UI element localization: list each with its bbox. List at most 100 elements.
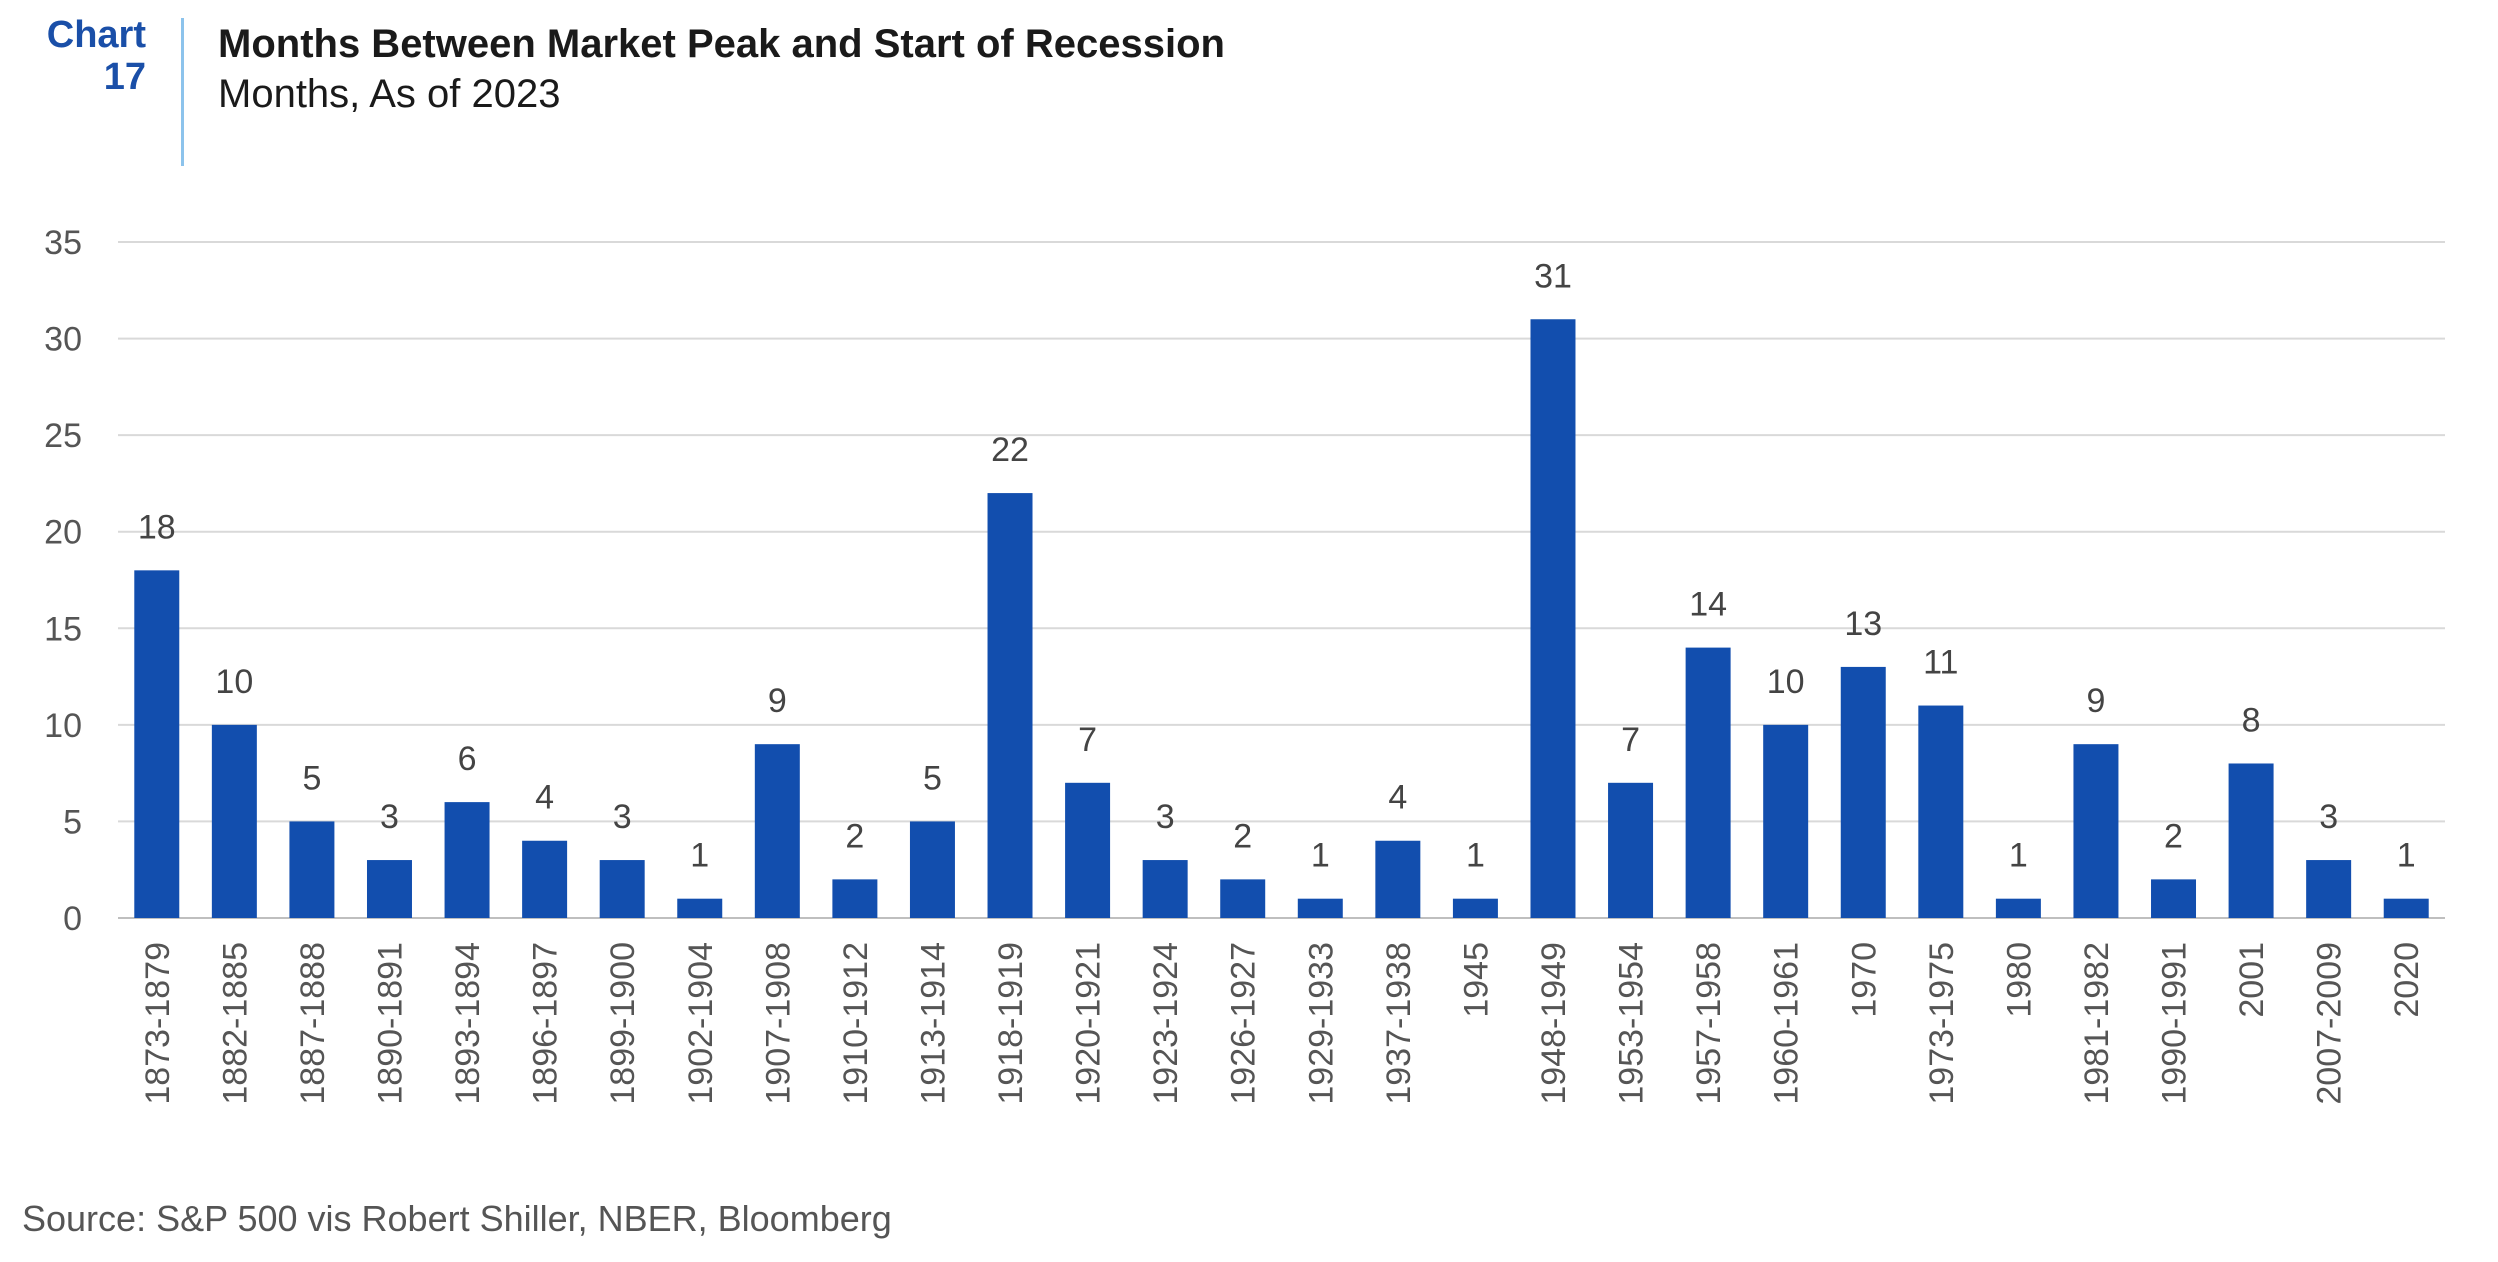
data-label: 3	[1156, 798, 1175, 836]
y-tick-label: 0	[63, 900, 82, 938]
bar	[289, 821, 335, 918]
bar	[1530, 319, 1576, 918]
data-label: 7	[1621, 721, 1640, 759]
bar	[1685, 647, 1731, 918]
bar	[1065, 782, 1111, 918]
x-tick-label: 1913-1914	[914, 942, 952, 1105]
x-tick-label: 1887-1888	[294, 942, 332, 1105]
x-tick-label: 1970	[1845, 942, 1883, 1018]
bar	[1608, 782, 1654, 918]
bar	[754, 744, 800, 918]
x-tick-label: 1948-1949	[1535, 942, 1573, 1105]
data-label: 10	[1767, 663, 1805, 701]
y-tick-label: 5	[63, 803, 82, 841]
data-label: 2	[1233, 817, 1252, 855]
data-label: 1	[690, 837, 709, 875]
y-tick-label: 10	[44, 707, 82, 745]
x-tick-label: 1980	[2000, 942, 2038, 1018]
data-label: 1	[1466, 837, 1485, 875]
chart-title: Months Between Market Peak and Start of …	[218, 22, 1225, 66]
bar	[1918, 705, 1964, 918]
data-label: 11	[1923, 644, 1958, 682]
bar	[134, 570, 180, 918]
x-tick-label: 1957-1958	[1690, 942, 1728, 1105]
chart-tag-word: Chart	[46, 14, 146, 56]
data-label: 1	[1311, 837, 1330, 875]
x-tick-label: 1896-1897	[527, 942, 565, 1105]
x-tick-label: 2007-2009	[2311, 942, 2349, 1105]
x-tick-label: 1973-1975	[1923, 942, 1961, 1105]
x-tick-label: 1926-1927	[1225, 942, 1263, 1105]
x-tick-label: 2001	[2233, 942, 2271, 1018]
x-tick-label: 1910-1912	[837, 942, 875, 1105]
bar	[2383, 898, 2429, 918]
bar	[832, 879, 878, 918]
chart-subtitle: Months, As of 2023	[218, 72, 561, 116]
data-label: 18	[138, 508, 176, 546]
bar	[987, 493, 1033, 918]
x-tick-label: 1890-1891	[371, 942, 409, 1105]
x-tick-label: 1882-1885	[216, 942, 254, 1105]
y-tick-label: 30	[44, 321, 82, 359]
bar	[2073, 744, 2119, 918]
data-label: 1	[2397, 837, 2416, 875]
data-label: 31	[1534, 257, 1572, 295]
x-tick-label: 1990-1991	[2156, 942, 2194, 1105]
bar	[677, 898, 723, 918]
data-label: 3	[380, 798, 399, 836]
data-label: 5	[302, 759, 321, 797]
data-label: 13	[1844, 605, 1882, 643]
y-tick-label: 20	[44, 514, 82, 552]
header-divider	[181, 18, 184, 166]
chart-number-tag: Chart 17	[0, 14, 146, 98]
x-tick-label: 1945	[1457, 942, 1495, 1018]
bar	[444, 802, 490, 918]
bar	[2151, 879, 2197, 918]
data-label: 4	[535, 779, 554, 817]
bar	[1763, 724, 1809, 918]
bar	[1297, 898, 1343, 918]
bar	[1142, 860, 1188, 918]
bar	[366, 860, 412, 918]
y-tick-label: 15	[44, 610, 82, 648]
x-tick-label: 1960-1961	[1768, 942, 1806, 1105]
x-tick-label: 1920-1921	[1070, 942, 1108, 1105]
data-label: 3	[2319, 798, 2338, 836]
bar	[2306, 860, 2352, 918]
data-label: 8	[2242, 701, 2261, 739]
bar	[522, 840, 568, 918]
data-label: 2	[2164, 817, 2183, 855]
data-label: 7	[1078, 721, 1097, 759]
y-tick-label: 35	[44, 224, 82, 262]
x-tick-label: 1923-1924	[1147, 942, 1185, 1105]
data-label: 4	[1388, 779, 1407, 817]
x-tick-label: 1907-1908	[759, 942, 797, 1105]
data-label: 22	[991, 431, 1029, 469]
x-tick-label: 1953-1954	[1613, 942, 1651, 1105]
x-tick-label: 1918-1919	[992, 942, 1030, 1105]
data-label: 10	[215, 663, 253, 701]
x-tick-label: 1899-1900	[604, 942, 642, 1105]
data-label: 1	[2009, 837, 2028, 875]
bar	[1220, 879, 1266, 918]
x-tick-label: 1873-1879	[139, 942, 177, 1105]
bar	[909, 821, 955, 918]
chart-tag-number: 17	[103, 56, 146, 98]
bar	[1452, 898, 1498, 918]
x-tick-label: 1929-1933	[1302, 942, 1340, 1105]
y-tick-label: 25	[44, 417, 82, 455]
x-tick-label: 1902-1904	[682, 942, 720, 1105]
bar	[1840, 666, 1886, 918]
data-label: 14	[1689, 586, 1727, 624]
x-tick-label: 2020	[2388, 942, 2426, 1018]
x-tick-label: 1981-1982	[2078, 942, 2116, 1105]
bar	[2228, 763, 2274, 918]
bar	[211, 724, 257, 918]
x-tick-label: 1937-1938	[1380, 942, 1418, 1105]
data-label: 9	[768, 682, 787, 720]
data-label: 3	[613, 798, 632, 836]
x-tick-label: 1893-1894	[449, 942, 487, 1105]
bar	[599, 860, 645, 918]
source-note: Source: S&P 500 vis Robert Shiller, NBER…	[22, 1198, 892, 1239]
